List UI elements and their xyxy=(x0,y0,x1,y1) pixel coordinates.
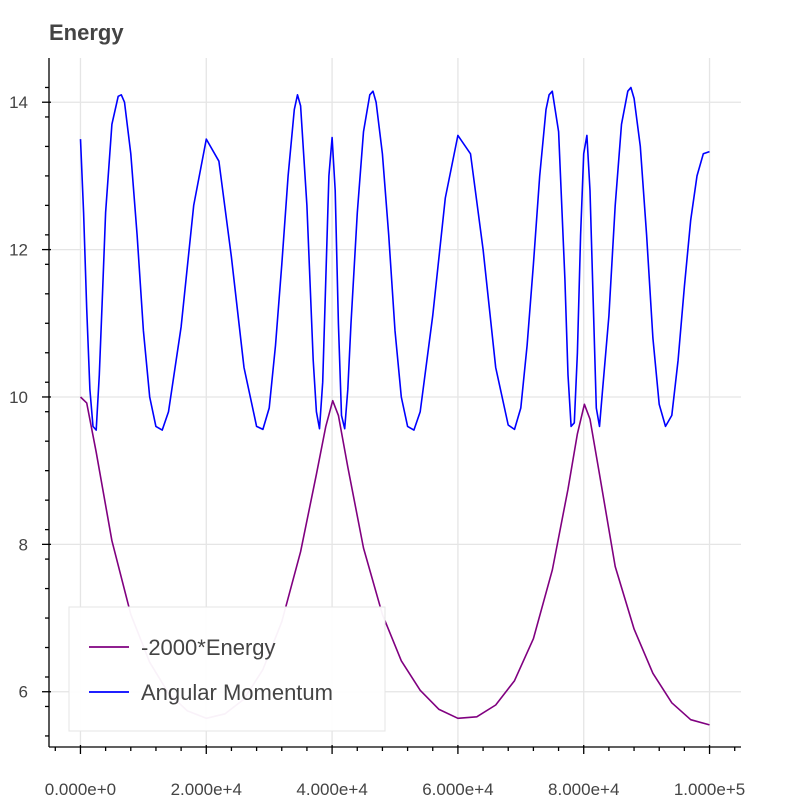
y-tick-label: 6 xyxy=(19,683,28,702)
legend-label-1: -2000*Energy xyxy=(141,635,276,660)
legend: -2000*Energy Angular Momentum xyxy=(68,606,386,732)
chart-title: Energy xyxy=(49,20,124,45)
x-tick-label: 2.000e+4 xyxy=(171,780,242,799)
series-line-2 xyxy=(79,86,710,431)
axes: 0.000e+0 2.000e+4 4.000e+4 6.000e+4 8.000e+4… xyxy=(9,58,745,799)
legend-box xyxy=(68,606,386,732)
legend-label-2: Angular Momentum xyxy=(141,680,333,705)
x-tick-label: 1.000e+5 xyxy=(674,780,745,799)
x-tick-label: 0.000e+0 xyxy=(45,780,116,799)
y-tick-label: 14 xyxy=(9,93,28,112)
y-tick-label: 8 xyxy=(19,535,28,554)
x-tick-label: 8.000e+4 xyxy=(548,780,619,799)
x-tick-label: 4.000e+4 xyxy=(296,780,367,799)
y-tick-label: 10 xyxy=(9,388,28,407)
x-tick-label: 6.000e+4 xyxy=(422,780,493,799)
y-tick-label: 12 xyxy=(9,241,28,260)
